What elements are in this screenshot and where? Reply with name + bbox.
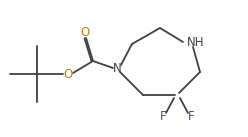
Text: O: O <box>63 68 73 81</box>
Text: NH: NH <box>187 36 205 49</box>
Text: F: F <box>160 109 166 122</box>
Text: N: N <box>113 62 121 75</box>
Text: F: F <box>188 109 194 122</box>
Text: O: O <box>80 25 90 38</box>
